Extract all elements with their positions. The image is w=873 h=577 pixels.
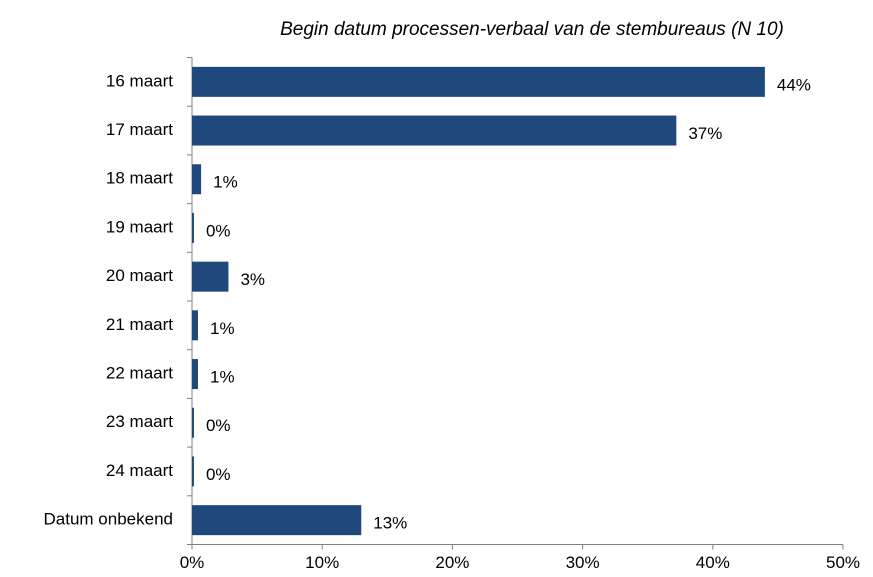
y-tick-label: 19 maart — [106, 217, 173, 236]
y-tick-label: 24 maart — [106, 461, 173, 480]
chart-title: Begin datum processen-verbaal van de ste… — [280, 19, 784, 40]
value-label: 3% — [240, 270, 265, 289]
bar — [192, 310, 198, 341]
value-label: 0% — [206, 416, 231, 435]
bar — [192, 66, 765, 97]
value-label: 1% — [210, 368, 235, 387]
value-label: 1% — [210, 319, 235, 338]
value-label: 1% — [213, 173, 238, 192]
y-tick-label: 22 maart — [106, 364, 173, 383]
y-tick-label: 18 maart — [106, 169, 173, 188]
x-tick-label: 40% — [696, 553, 730, 572]
y-tick-label: 23 maart — [106, 412, 173, 431]
bar — [192, 505, 362, 536]
x-tick-label: 50% — [826, 553, 860, 572]
y-tick-label: 20 maart — [106, 266, 173, 285]
value-label: 13% — [373, 514, 407, 533]
bar — [192, 164, 202, 195]
value-label: 44% — [777, 75, 811, 94]
x-tick-label: 0% — [180, 553, 205, 572]
y-tick-label: 17 maart — [106, 120, 173, 139]
value-label: 37% — [688, 124, 722, 143]
x-tick-label: 10% — [305, 553, 339, 572]
bar — [192, 359, 198, 390]
y-tick-label: 21 maart — [106, 315, 173, 334]
bar — [192, 212, 194, 243]
x-tick-label: 30% — [566, 553, 600, 572]
y-tick-label: 16 maart — [106, 71, 173, 90]
x-tick-label: 20% — [435, 553, 469, 572]
y-tick-label: Datum onbekend — [44, 510, 173, 529]
value-label: 0% — [206, 221, 231, 240]
bar — [192, 115, 677, 146]
value-label: 0% — [206, 465, 231, 484]
bar — [192, 407, 194, 438]
bar — [192, 456, 194, 487]
bar — [192, 261, 229, 292]
